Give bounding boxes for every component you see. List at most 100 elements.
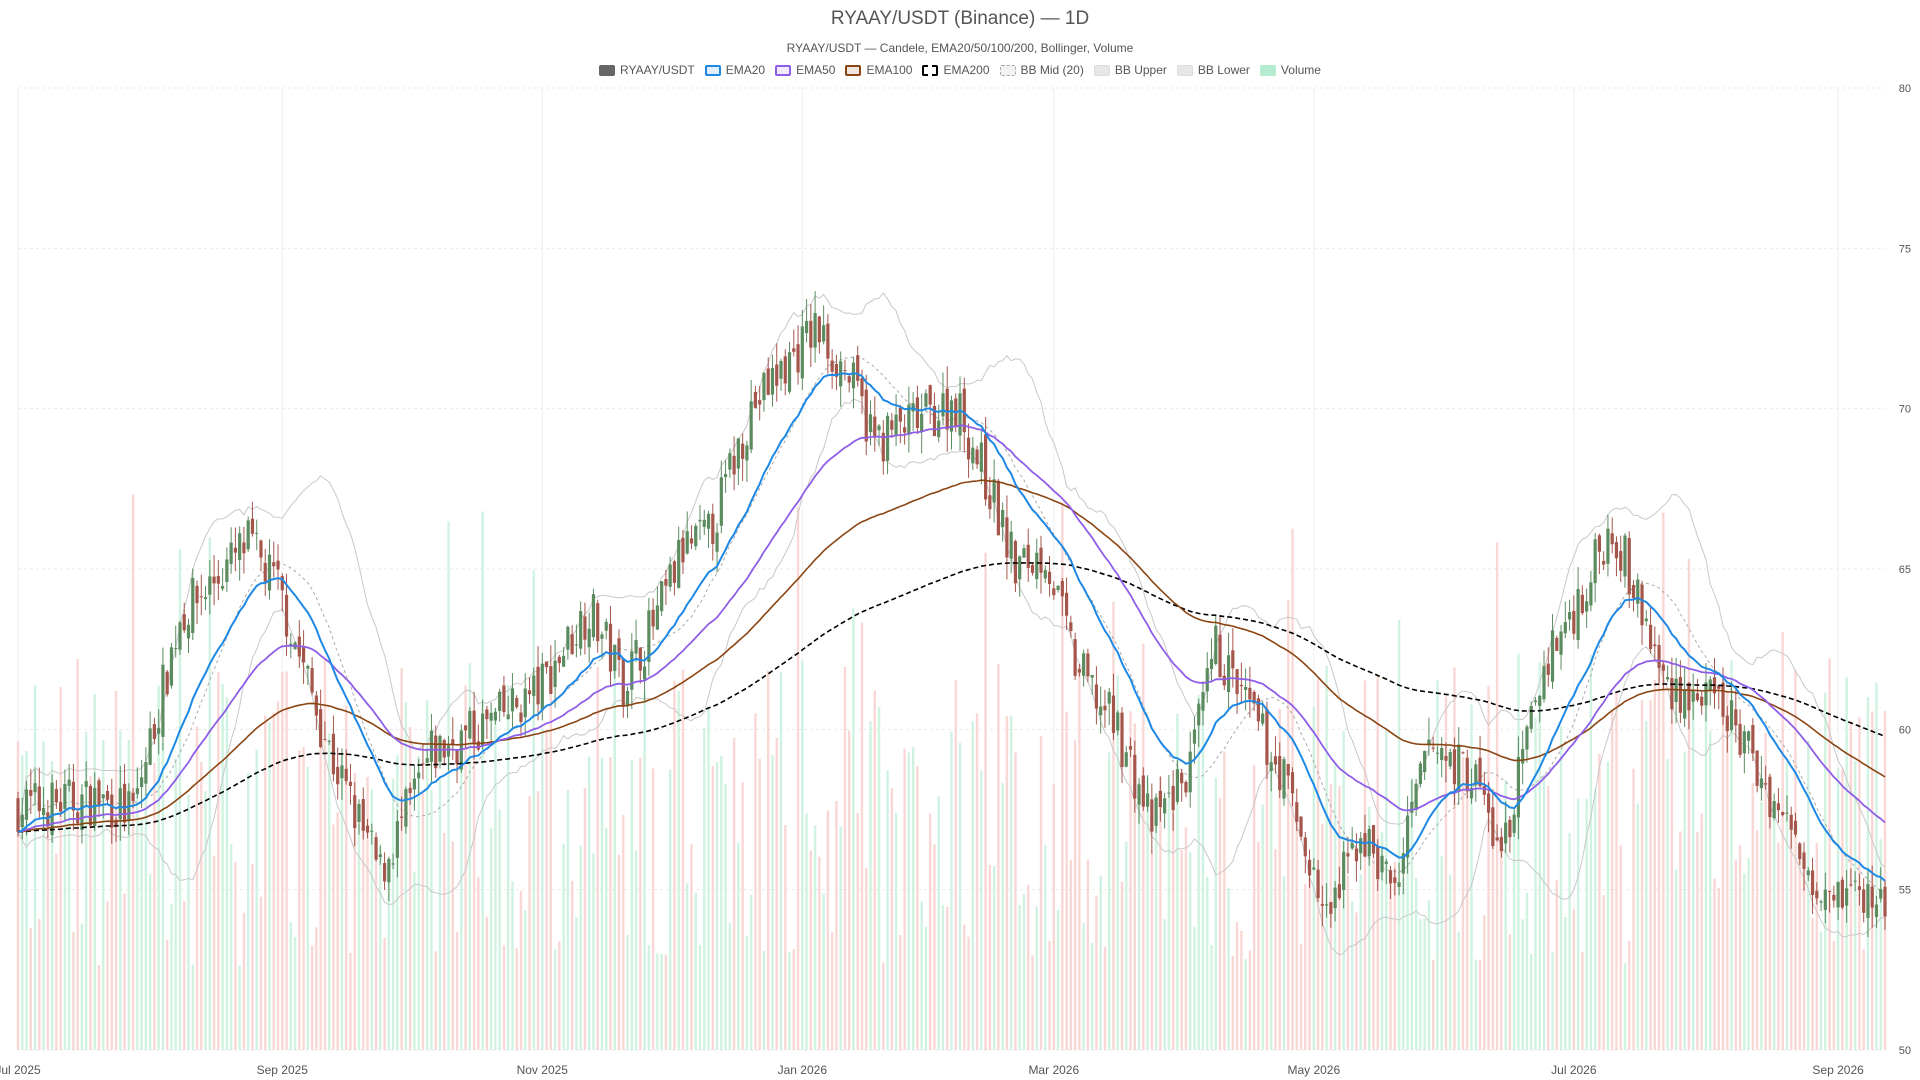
candle-body [323,739,327,741]
volume-bar [1645,721,1648,1050]
candle-body [1414,783,1418,811]
volume-bar [38,919,41,1050]
volume-bar [1005,716,1009,1050]
candle-body [617,638,621,660]
candle-body [1585,601,1589,612]
candle-body [50,782,54,836]
candle-body [1606,528,1610,564]
volume-bar [1380,831,1384,1050]
volume-bar [123,893,126,1050]
candle-body [24,789,29,820]
volume-bar [656,953,659,1050]
volume-bar [634,850,638,1050]
volume-bar [259,896,263,1050]
volume-bar [1670,720,1674,1050]
volume-bar [174,758,177,1050]
candle-body [634,640,638,654]
candle-body [949,400,954,432]
volume-bar [1525,892,1529,1050]
candle-body [118,788,122,820]
candle-body [468,711,472,739]
legend-item[interactable]: EMA100 [845,63,912,77]
volume-bar [975,713,979,1050]
candle-body [1827,890,1832,892]
volume-bar [1700,813,1703,1050]
candle-body [1862,889,1866,913]
candle-body [93,787,97,826]
candle-body [834,363,839,377]
legend-item[interactable]: Volume [1259,63,1321,77]
candle-body [1163,798,1167,814]
volume-bar [1129,711,1132,1050]
candle-body [122,783,127,823]
volume-bar [1235,922,1239,1050]
candle-body [144,762,148,784]
candle-body [421,763,425,765]
legend-item[interactable]: RYAAY/USDT [599,63,695,77]
legend-item[interactable]: BB Lower [1176,63,1250,77]
volume-bar [1184,827,1188,1050]
volume-bar [165,939,169,1050]
legend-item[interactable]: BB Upper [1093,63,1167,77]
candle-body [110,794,114,828]
candle-body [1141,775,1145,807]
legend-swatch [599,64,616,76]
volume-bar [1853,760,1857,1050]
candle-body [1022,548,1026,558]
legend-item[interactable]: EMA200 [922,63,990,77]
candle-body [140,777,144,788]
volume-bar [988,865,992,1050]
volume-bar [451,841,454,1050]
candle-body [1746,731,1751,741]
candle-body [698,519,702,522]
candle-body [1508,819,1512,838]
volume-bar [1483,915,1486,1050]
volume-bar [1440,856,1443,1050]
volume-bar [1368,806,1371,1050]
volume-bar [809,850,813,1050]
volume-bar [1696,831,1699,1050]
candle-body [519,712,523,723]
volume-bar [1197,694,1200,1050]
candle-body [105,791,110,800]
volume-bar [1402,878,1405,1050]
legend-item[interactable]: EMA20 [704,63,765,77]
volume-bar [234,861,237,1050]
candle-body [502,685,506,713]
volume-bar [737,842,740,1050]
candle-body [348,781,353,786]
candle-body [301,647,306,663]
candle-body [540,663,544,711]
volume-bar [967,936,970,1050]
volume-bar [1397,619,1401,1050]
volume-bar [366,776,369,1050]
candle-body [553,660,557,687]
candle-body [1619,551,1623,571]
volume-bar [1090,942,1094,1050]
legend-item[interactable]: BB Mid (20) [999,63,1084,77]
legend-item[interactable]: EMA50 [775,63,835,77]
volume-bar [306,766,310,1050]
volume-bar [741,782,744,1050]
volume-bar [720,755,723,1050]
volume-bar [732,737,736,1050]
volume-bar [302,746,305,1050]
candle-body [1546,663,1550,675]
candle-body [1269,762,1273,772]
candle-body [1666,677,1670,680]
volume-bar [1581,951,1584,1050]
volume-bar [1223,751,1226,1050]
candle-body [429,730,434,762]
volume-bar [749,894,753,1050]
volume-bar [1171,813,1175,1050]
volume-bar [1487,685,1490,1050]
candle-body [1035,552,1039,580]
candle-body [758,400,762,405]
candle-body [600,634,604,639]
candle-body [1384,861,1388,864]
candle-body [1116,712,1120,731]
candle-body [1030,564,1035,573]
volume-bar [1730,660,1733,1050]
candle-body [1354,848,1359,862]
volume-bar [630,759,634,1050]
